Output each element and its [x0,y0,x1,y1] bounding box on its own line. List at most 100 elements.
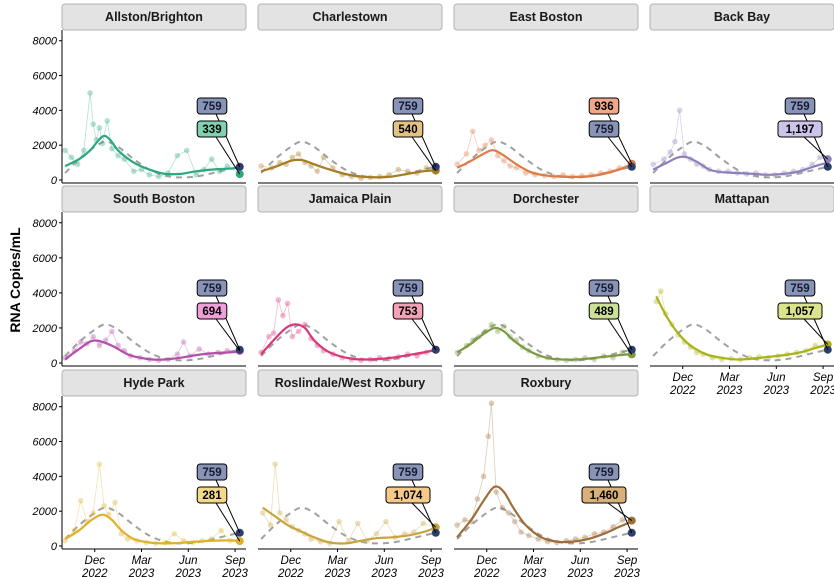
observation-point [667,149,674,155]
observation-point [454,161,460,168]
panel-value-label: 489 [594,306,613,318]
x-tick-label: Jun 2023 [763,372,790,397]
observation-point [420,520,427,527]
panel-value-label-box [392,302,424,320]
reference-value-label-box [784,97,816,115]
observation-point [518,529,524,535]
observation-point [267,522,274,528]
trend-line [64,513,240,545]
observation-point [314,168,321,175]
observation-point [423,165,430,171]
panel-charlestown: Charlestown 759 540 [257,3,443,184]
y-tick-label: 4000 [33,471,58,483]
observation-point [817,154,823,161]
x-tick-label: Sep 2023 [417,555,444,577]
value-leader [607,502,633,521]
reference-leader [607,136,633,168]
observation-point [96,461,103,467]
observation-point [289,333,296,340]
observation-point [81,147,87,154]
panel-roxbury: Roxbury Dec 2022 Mar 2023 Jun 2023 Sep 2023 759 1,… [453,369,640,577]
trend-line [655,295,829,361]
panel-strip [453,185,639,213]
x-tick-label: Mar 2023 [716,372,743,397]
observation-point [104,118,111,124]
observation-point [115,342,121,349]
panel-strip [257,369,443,397]
observation-point [109,328,115,335]
panel-allston-brighton: Allston/Brighton 0 2000 4000 6000 8000 759 339 [32,3,247,187]
reference-value-label: 759 [398,101,417,113]
observation-point [109,145,115,152]
observation-point [494,328,501,335]
reference-value-label-box [784,279,816,297]
reference-value-label: 759 [398,283,417,295]
observation-point [101,503,107,509]
panel-value-label-box [581,486,627,504]
x-tick-label: Dec 2022 [81,555,108,577]
reference-value-label-box [588,120,620,138]
observation-line [655,289,828,360]
observation-point [476,147,482,154]
x-tick-label: Jun 2023 [371,555,398,577]
x-tick-label: Sep 2023 [809,372,834,397]
observation-point [295,151,302,157]
x-tick-label: Mar 2023 [128,555,155,577]
y-tick-label: 8000 [33,218,58,230]
panel-south-boston: South Boston 0 2000 4000 6000 8000 759 694 [32,185,247,370]
observation-point [501,158,507,164]
observation-point [62,147,68,154]
trend-line [456,485,633,544]
panel-title: Roslindale/West Roxbury [275,376,426,390]
reference-value-label: 759 [790,283,809,295]
observation-point [619,517,626,523]
reference-value-label-box [392,97,424,115]
panel-value-label: 753 [398,306,417,318]
observation-point [96,124,103,131]
observation-point [174,152,181,159]
reference-value-label: 759 [790,101,809,113]
observation-point [68,154,75,161]
trend-line [456,149,633,179]
panel-strip [61,369,247,397]
panel-value-label: 1,074 [394,490,423,502]
observation-point [130,168,137,175]
observation-point [494,152,501,159]
panel-value-label: 1,197 [786,124,815,136]
observation-point [275,297,282,303]
panel-value-label: 694 [202,306,222,318]
observation-point [499,504,506,511]
observation-point [488,400,495,407]
y-tick-label: 8000 [33,36,58,48]
y-tick-label: 8000 [33,402,58,414]
observation-point [96,342,103,349]
panel-value-label: 1,460 [590,490,619,502]
panel-strip [61,3,247,31]
trend-line [260,323,437,361]
reference-value-label: 759 [594,283,613,295]
value-leader [411,318,437,351]
reference-value-label: 759 [594,467,613,479]
trend-line [456,326,632,361]
observation-point [74,161,81,168]
x-tick-label: Dec 2022 [473,555,500,577]
panel-strip [453,369,639,397]
observation-point [99,140,106,147]
value-leader [215,136,241,175]
panel-value-label-box [196,486,228,504]
observation-point [526,532,532,539]
observation-point [196,346,203,352]
panel-title: Charlestown [312,10,387,24]
panel-jamaica-plain: Jamaica Plain 759 753 [257,185,443,367]
panel-east-boston: East Boston 759 936 [453,3,639,184]
observation-point [155,173,162,180]
value-leader [803,136,829,160]
observation-point [395,166,402,173]
panel-value-label: 281 [202,490,222,502]
y-tick-label: 0 [51,541,58,553]
observation-point [218,527,224,534]
reference-value-label: 759 [398,467,417,479]
observation-point [462,517,468,523]
observation-point [373,531,380,537]
observation-point [258,163,264,169]
